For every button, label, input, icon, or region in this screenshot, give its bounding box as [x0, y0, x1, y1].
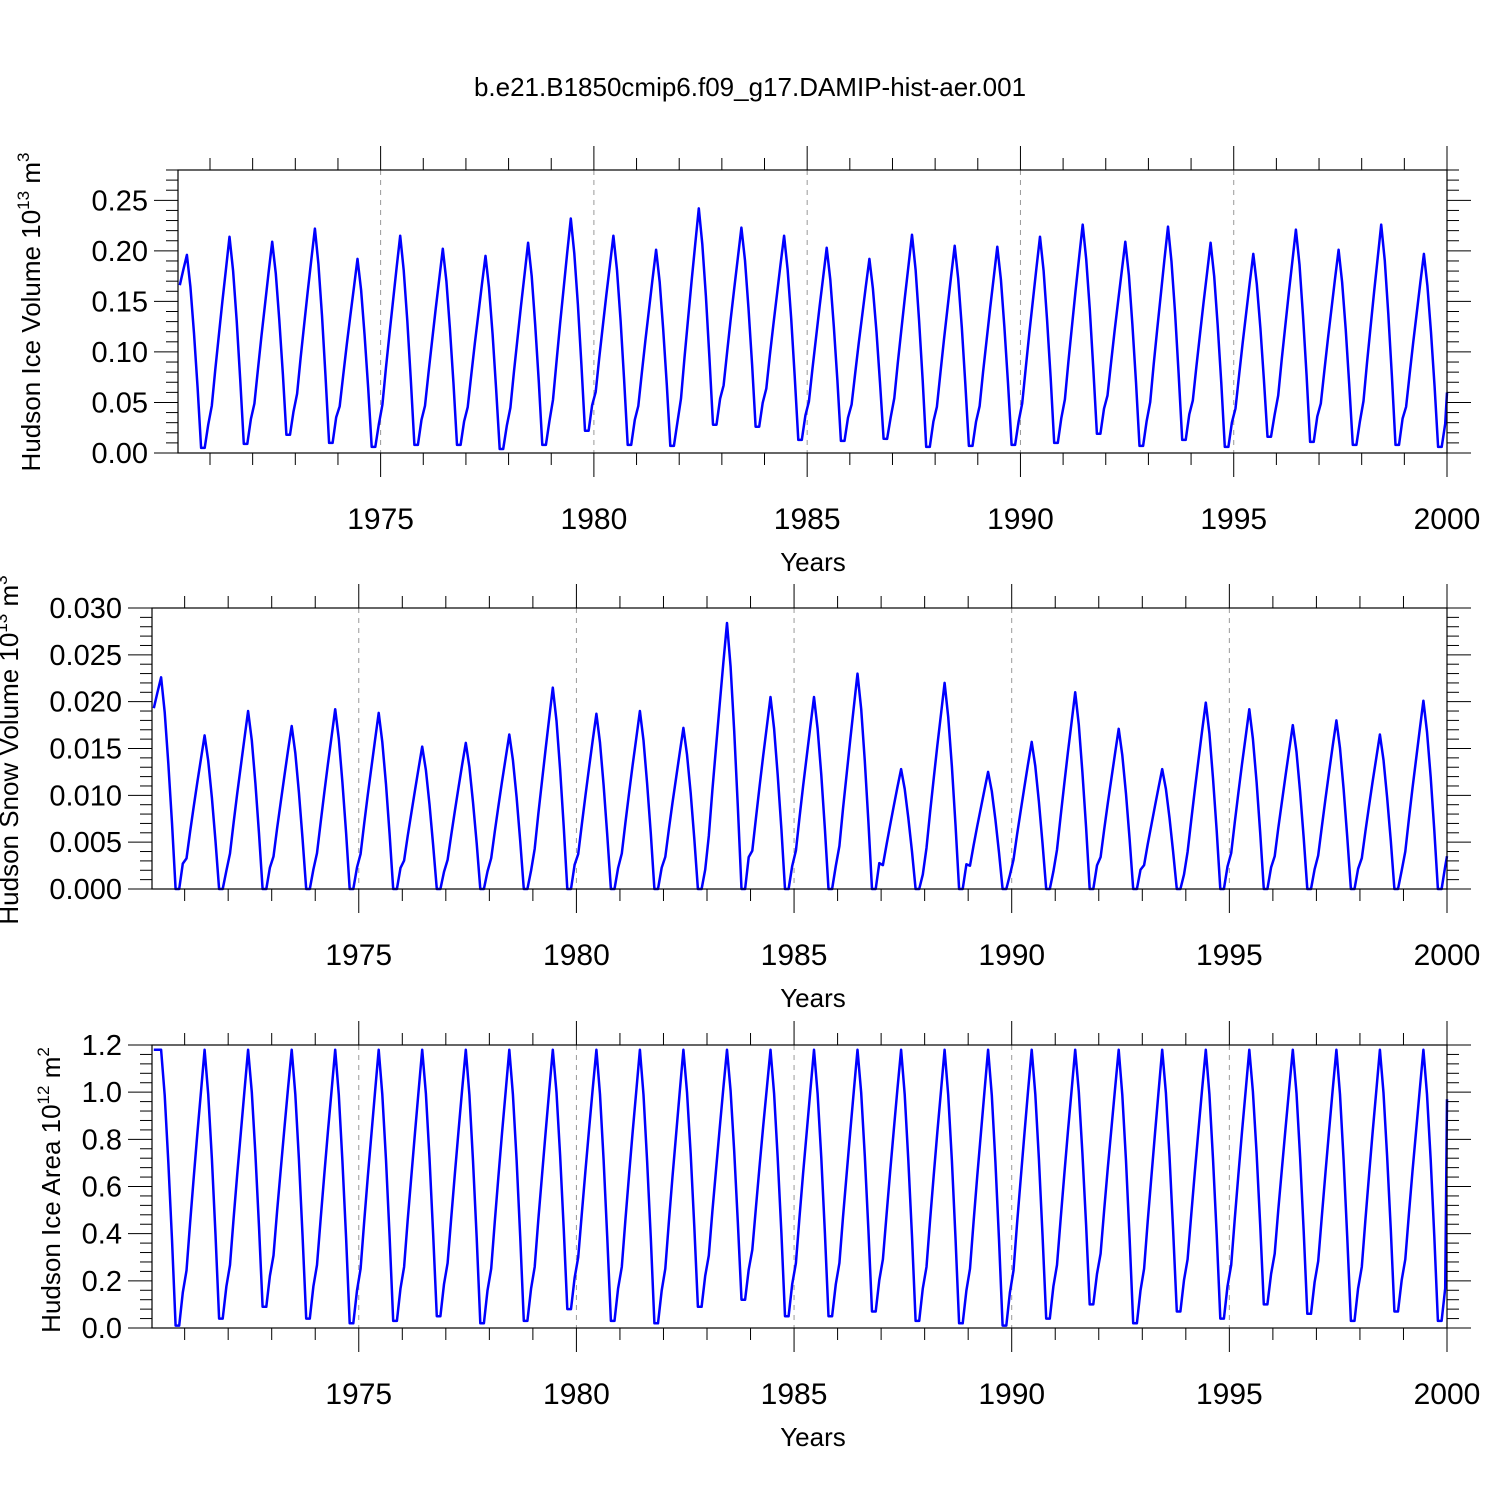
y-axis-label: Hudson Snow Volume 1013 m3 — [0, 575, 24, 924]
x-tick-label: 1980 — [561, 503, 628, 536]
x-tick-label: 1985 — [761, 1378, 828, 1411]
chart-panel-2: 0.000 0.005 0.010 0.015 0.020 0.025 0.030 1975 1… — [0, 575, 1480, 1013]
series-line — [178, 207, 1449, 451]
x-tick-label: 1990 — [978, 1378, 1045, 1411]
chart-panel-3: 0.0 0.2 0.4 0.6 0.8 1.0 1.2 1975 1980 1985 1990 199… — [34, 1021, 1480, 1452]
y-tick-label: 0.6 — [82, 1172, 122, 1204]
x-tick-label: 2000 — [1414, 503, 1481, 536]
x-axis-label: Years — [780, 1422, 846, 1452]
y-tick-label: 0.10 — [92, 337, 148, 369]
y-tick-label: 0.030 — [49, 593, 122, 625]
series-line — [153, 1048, 1449, 1327]
x-axis-label: Years — [780, 547, 846, 577]
y-axis-label: Hudson Ice Area 1012 m2 — [34, 1047, 66, 1333]
y-tick-label: 0.8 — [82, 1124, 122, 1156]
x-tick-label: 1995 — [1200, 503, 1267, 536]
x-tick-label: 1990 — [978, 939, 1045, 972]
x-tick-label: 1990 — [987, 503, 1054, 536]
x-axis-label: Years — [780, 983, 846, 1013]
figure-title: b.e21.B1850cmip6.f09_g17.DAMIP-hist-aer.… — [473, 72, 1027, 102]
y-tick-label: 0.000 — [49, 874, 122, 906]
y-tick-label: 0.05 — [92, 387, 148, 419]
y-tick-label: 0.020 — [49, 687, 122, 719]
x-tick-label: 1980 — [543, 1378, 610, 1411]
x-tick-label: 1995 — [1196, 1378, 1263, 1411]
series-line — [152, 621, 1449, 891]
y-tick-label: 0.2 — [82, 1266, 122, 1298]
x-tick-label: 2000 — [1414, 1378, 1481, 1411]
y-tick-label: 0.015 — [49, 734, 122, 766]
x-tick-label: 1985 — [774, 503, 841, 536]
x-tick-label: 1975 — [347, 503, 414, 536]
y-tick-label: 1.0 — [82, 1077, 122, 1109]
y-tick-label: 0.4 — [82, 1219, 122, 1251]
y-tick-label: 0.15 — [92, 286, 148, 318]
x-tick-label: 1995 — [1196, 939, 1263, 972]
x-tick-label: 1975 — [325, 939, 392, 972]
y-tick-label: 0.25 — [92, 185, 148, 217]
y-tick-label: 0.00 — [92, 438, 148, 470]
y-tick-label: 0.005 — [49, 827, 122, 859]
y-tick-label: 0.010 — [49, 780, 122, 812]
y-axis-label: Hudson Ice Volume 1013 m3 — [14, 153, 46, 472]
x-tick-label: 1980 — [543, 939, 610, 972]
chart-panel-1: 0.00 0.05 0.10 0.15 0.20 0.25 1975 1980 1985 1990… — [14, 146, 1480, 577]
y-tick-label: 1.2 — [82, 1030, 122, 1062]
x-tick-label: 1975 — [325, 1378, 392, 1411]
y-tick-label: 0.20 — [92, 236, 148, 268]
y-tick-label: 0.025 — [49, 640, 122, 672]
x-tick-label: 2000 — [1414, 939, 1481, 972]
y-tick-label: 0.0 — [82, 1313, 122, 1345]
x-tick-label: 1985 — [761, 939, 828, 972]
